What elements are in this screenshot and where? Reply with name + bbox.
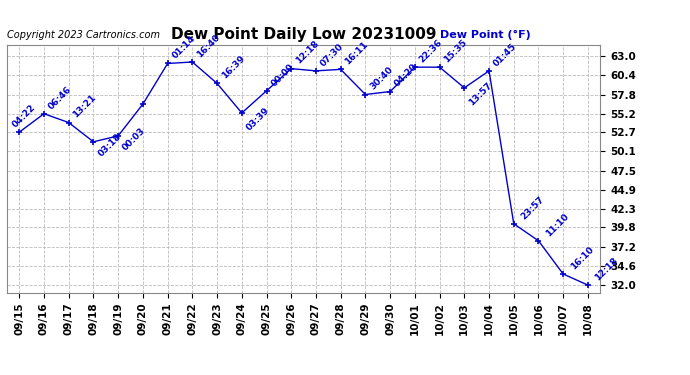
Text: 03:39: 03:39: [244, 106, 271, 132]
Text: 23:57: 23:57: [520, 194, 546, 221]
Text: Copyright 2023 Cartronics.com: Copyright 2023 Cartronics.com: [7, 30, 160, 40]
Text: 04:20: 04:20: [393, 62, 420, 89]
Text: 16:11: 16:11: [344, 40, 370, 67]
Text: 00:00: 00:00: [269, 62, 295, 88]
Text: 04:22: 04:22: [11, 103, 37, 129]
Text: 16:40: 16:40: [195, 33, 221, 59]
Text: 01:45: 01:45: [492, 42, 518, 68]
Text: 06:46: 06:46: [47, 84, 73, 111]
Text: 13:57: 13:57: [467, 81, 494, 107]
Text: 11:10: 11:10: [544, 211, 571, 238]
Text: 22:36: 22:36: [417, 38, 444, 64]
Text: 01:14: 01:14: [170, 34, 197, 61]
Text: 30:40: 30:40: [368, 65, 395, 92]
Text: Dew Point (°F): Dew Point (°F): [440, 30, 531, 40]
Text: 00:03: 00:03: [121, 126, 147, 153]
Text: 12:18: 12:18: [593, 256, 620, 282]
Text: 12:18: 12:18: [294, 39, 321, 66]
Text: 07:30: 07:30: [319, 42, 345, 68]
Text: 15:35: 15:35: [442, 38, 469, 64]
Text: 13:21: 13:21: [72, 93, 98, 120]
Title: Dew Point Daily Low 20231009: Dew Point Daily Low 20231009: [171, 27, 436, 42]
Text: 16:10: 16:10: [569, 245, 595, 271]
Text: 16:39: 16:39: [220, 54, 246, 81]
Text: 03:18: 03:18: [96, 132, 123, 159]
